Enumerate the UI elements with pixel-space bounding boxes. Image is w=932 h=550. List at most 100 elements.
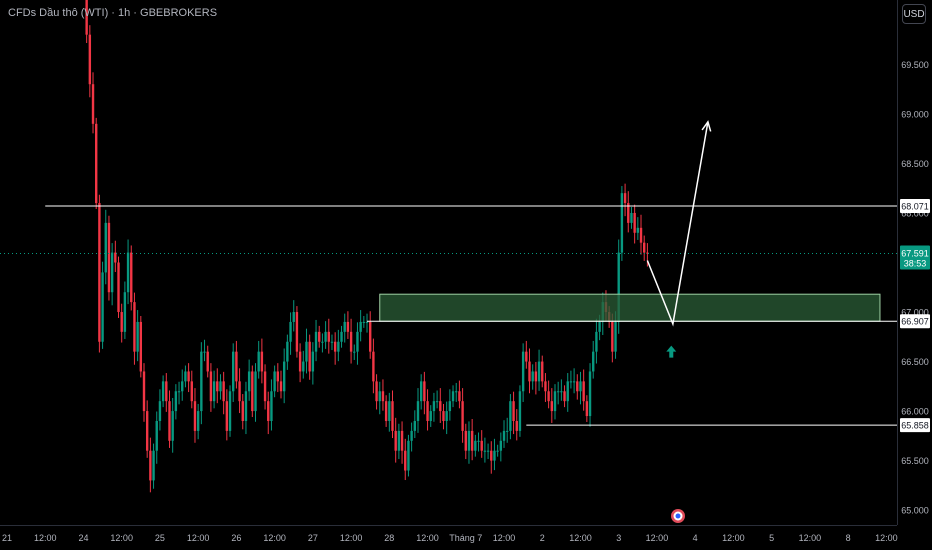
candle-body (461, 401, 464, 431)
candle (165, 373, 168, 412)
candle-body (636, 227, 640, 233)
candle-body (537, 361, 541, 382)
candle (502, 420, 506, 448)
candle-body (521, 351, 525, 392)
time-tick-label: 8 (846, 533, 851, 543)
candle-body (327, 331, 330, 342)
candle-body (295, 312, 299, 352)
candle (282, 348, 286, 404)
candle (193, 388, 197, 443)
candle (340, 325, 343, 348)
candle-body (346, 321, 350, 332)
level-label: 65.858 (900, 418, 930, 433)
candle-body (181, 381, 184, 392)
candle (429, 405, 432, 427)
candle (442, 403, 445, 430)
candle-body (413, 420, 417, 431)
candle (585, 395, 589, 422)
candle-body (200, 351, 203, 412)
candle-body (515, 420, 518, 431)
candle-body (375, 381, 378, 402)
candle-body (314, 331, 318, 352)
time-tick-label: 25 (155, 533, 165, 543)
candle (506, 417, 509, 443)
candle-body (423, 381, 426, 402)
candle-body (203, 351, 206, 353)
candle (225, 389, 229, 441)
candle (107, 215, 111, 301)
candle-body (585, 401, 589, 417)
candle (302, 350, 305, 379)
time-tick-label: 2 (540, 533, 545, 543)
candle (295, 306, 299, 358)
candle-body (267, 401, 270, 421)
candle (88, 25, 92, 98)
candle-body (91, 84, 95, 124)
forecast-arrowhead (701, 120, 712, 132)
time-tick-label: 26 (231, 533, 241, 543)
time-axis[interactable]: 21 12:00 24 12:00 25 12:00 26 12:00 27 12:00 28 12:… (2, 533, 898, 543)
candle-body (187, 371, 190, 382)
candle (209, 363, 213, 412)
candle (270, 379, 273, 431)
candle-body (321, 341, 324, 343)
candle (155, 411, 158, 464)
candle-body (359, 321, 362, 332)
candle (445, 401, 448, 435)
candle-body (305, 341, 308, 362)
candle (174, 384, 178, 420)
candle-body (337, 341, 340, 352)
candle (547, 380, 550, 409)
candle-body (416, 401, 420, 421)
candle (423, 371, 426, 415)
candle (512, 391, 515, 435)
candle (276, 363, 280, 393)
currency-button[interactable]: USD (902, 4, 926, 24)
candle (630, 207, 633, 229)
candle (369, 311, 372, 359)
arrow-up-icon (666, 345, 677, 358)
level-label-text: 68.071 (901, 201, 929, 211)
candle-body (145, 411, 149, 451)
price-tick-label: 68.000 (901, 208, 929, 218)
candle (550, 388, 554, 423)
candle-body (247, 371, 251, 392)
candle (216, 368, 219, 404)
price-tick-label: 65.000 (901, 506, 929, 516)
candle-body (343, 321, 346, 332)
events-icon[interactable] (671, 509, 685, 523)
candle-body (353, 351, 356, 353)
candle-body (260, 351, 264, 372)
candle-body (356, 331, 359, 352)
candle (531, 364, 534, 390)
candle-body (451, 391, 455, 402)
price-tick-label: 69.500 (901, 60, 929, 70)
candle-body (381, 391, 385, 402)
candle-body (98, 203, 101, 342)
candle (235, 340, 238, 389)
candle (477, 432, 480, 452)
candle-body (502, 430, 506, 441)
candle-body (120, 312, 123, 332)
time-tick-label: 28 (384, 533, 394, 543)
candle-body (569, 381, 573, 383)
candle (330, 334, 334, 351)
candle (582, 369, 585, 411)
candle-body (254, 371, 257, 412)
candle-body (184, 371, 187, 382)
level-label-bg (900, 314, 930, 329)
price-tick-label: 66.500 (901, 357, 929, 367)
candle (483, 437, 487, 463)
candle-body (190, 381, 193, 402)
candle-body (646, 252, 649, 254)
current-price-bg (900, 245, 930, 270)
candle (187, 363, 190, 393)
candle-body (244, 391, 248, 421)
candle-body (369, 321, 372, 352)
candle-body (238, 381, 241, 402)
candle-body (149, 450, 152, 481)
candle-body (439, 401, 442, 412)
candle (480, 430, 483, 458)
